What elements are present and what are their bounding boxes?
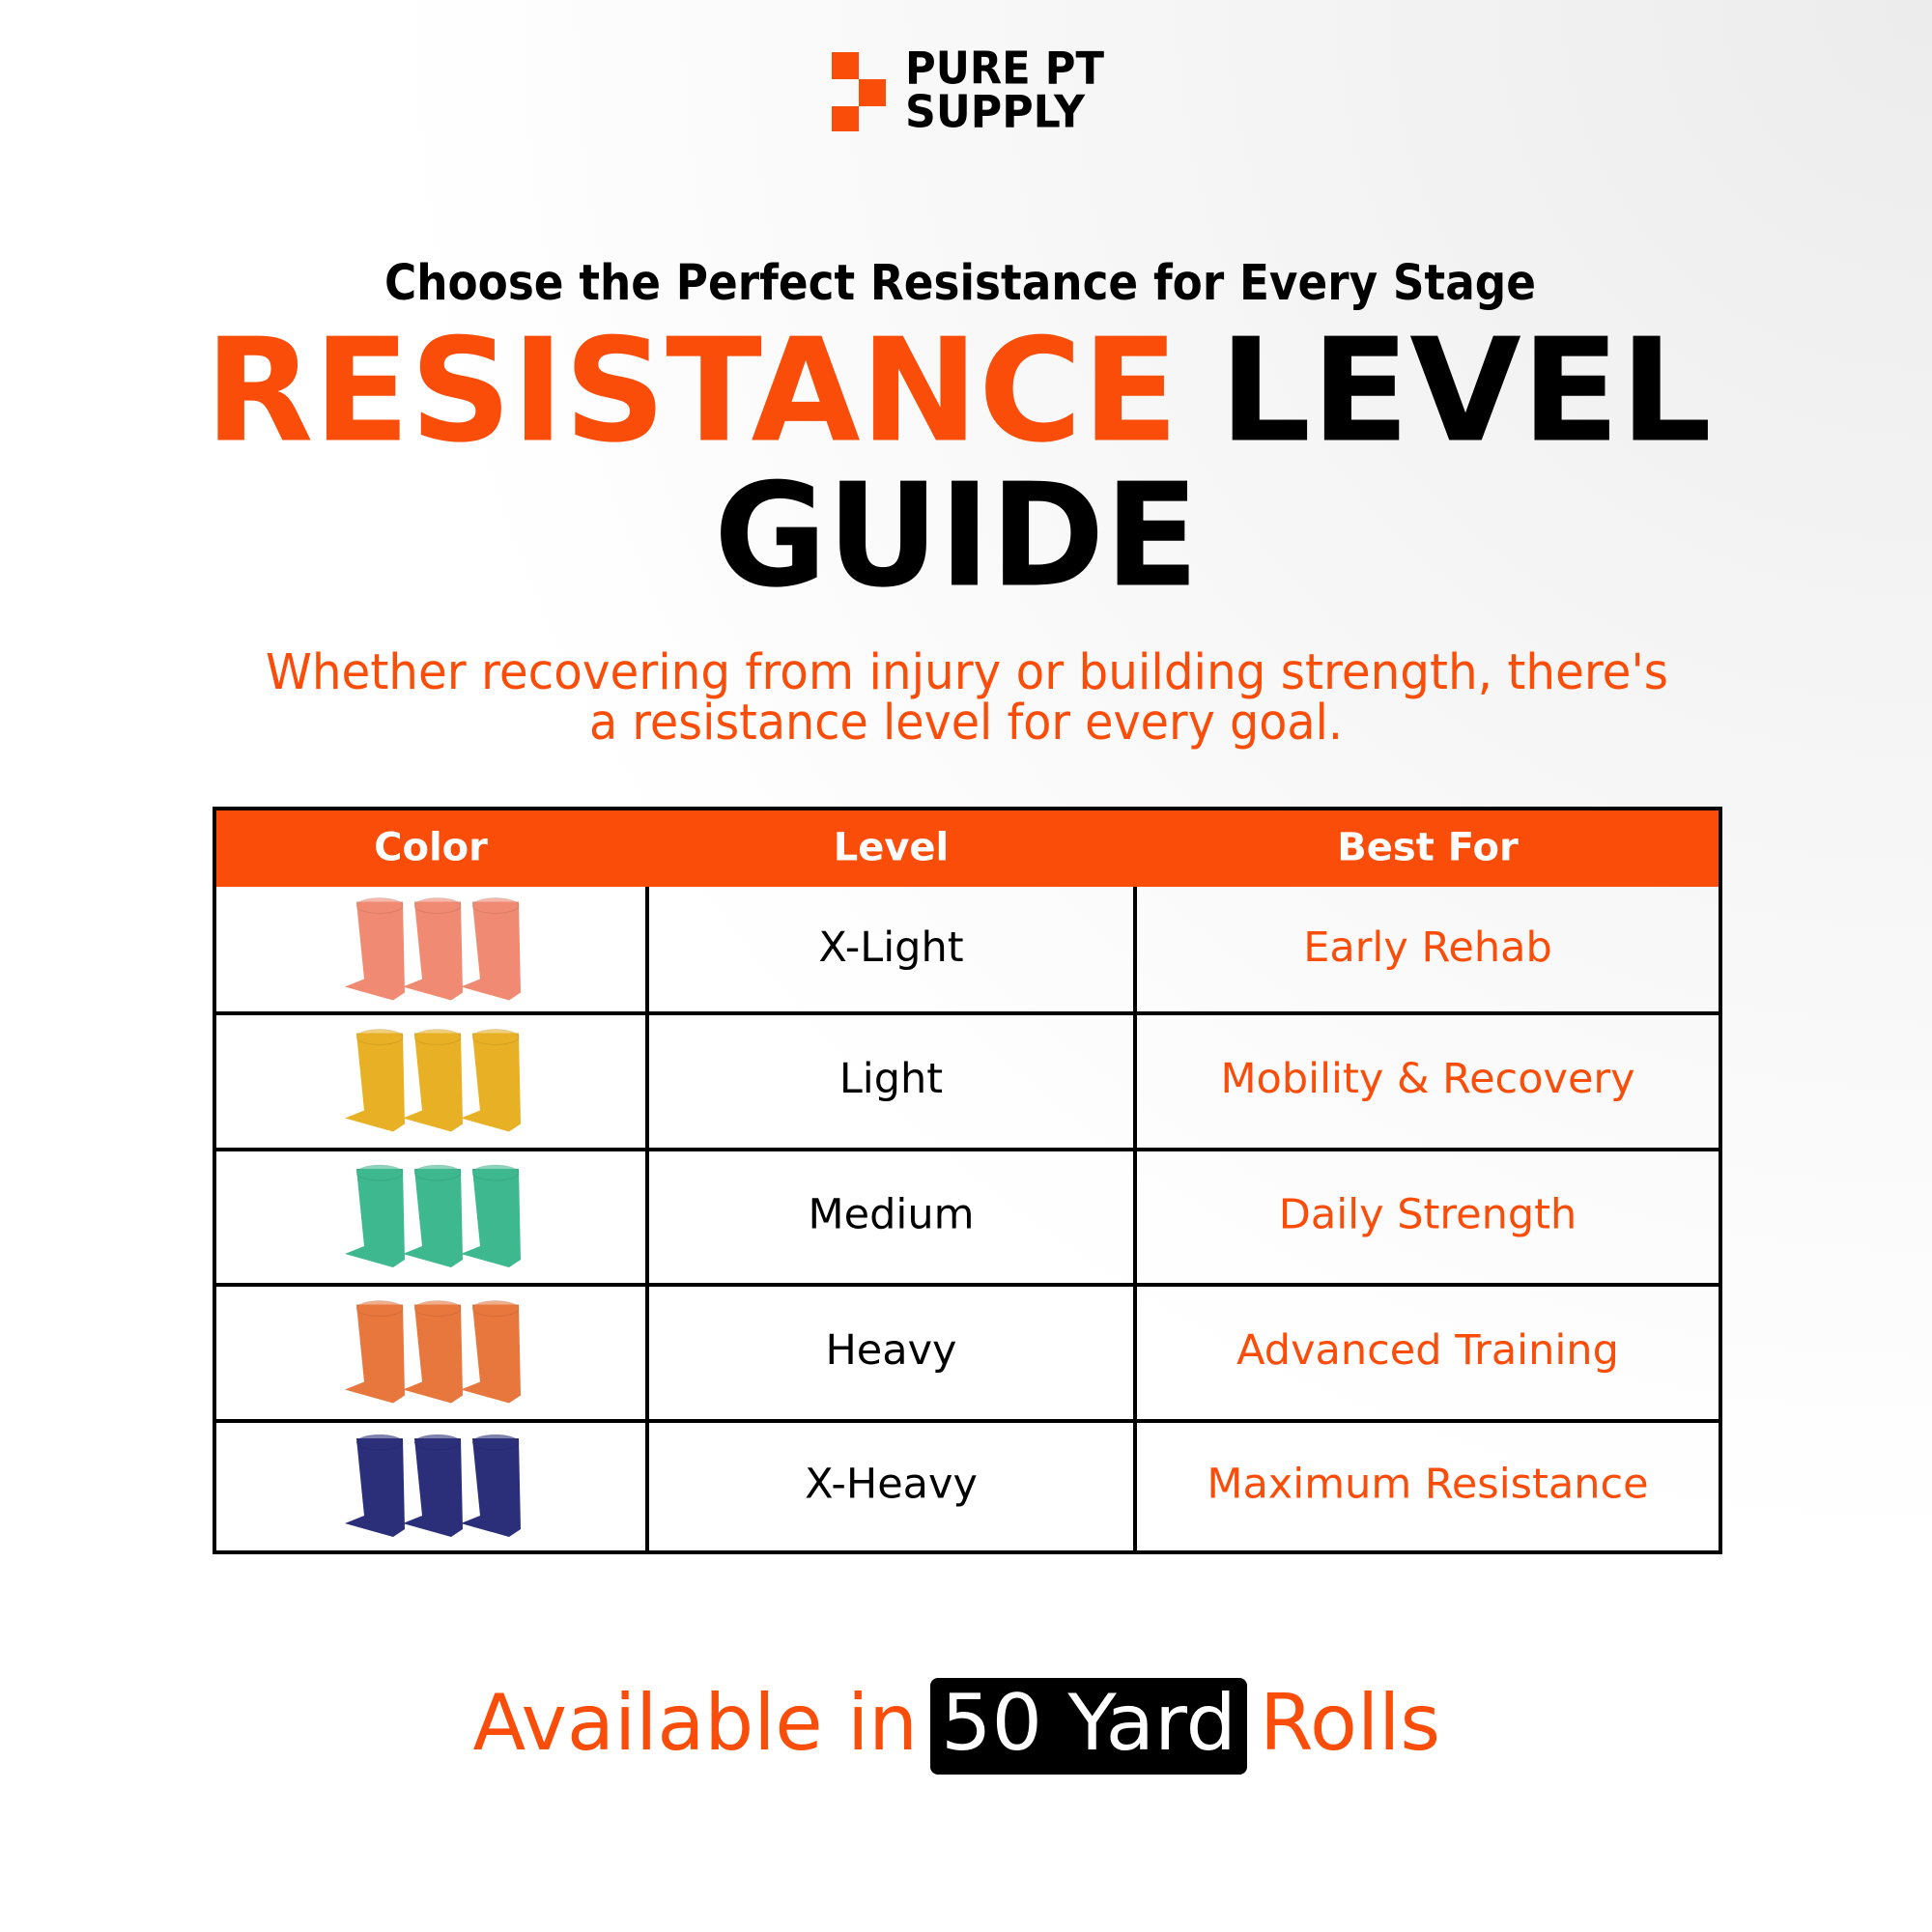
best-for: Early Rehab bbox=[1303, 923, 1552, 972]
band-rolls bbox=[345, 1300, 521, 1404]
band-rolls bbox=[345, 1164, 521, 1267]
description: Whether recovering from injury or buildi… bbox=[266, 644, 1668, 701]
level: Light bbox=[839, 1055, 943, 1103]
best-for: Daily Strength bbox=[1279, 1191, 1577, 1239]
roll-top bbox=[413, 1300, 462, 1317]
band-roll bbox=[345, 901, 405, 1001]
roll-top bbox=[471, 897, 520, 914]
level: X-Light bbox=[818, 923, 963, 972]
title-line2: GUIDE bbox=[714, 453, 1199, 619]
roll-top bbox=[355, 1029, 404, 1045]
roll-top bbox=[471, 1164, 520, 1181]
roll-top bbox=[471, 1300, 520, 1317]
subtitle: Choose the Perfect Resistance for Every … bbox=[384, 255, 1536, 312]
logo: PURE PT SUPPLY bbox=[832, 43, 1105, 138]
band-rolls bbox=[345, 1029, 521, 1132]
footer-suffix: Rolls bbox=[1260, 1678, 1440, 1768]
band-roll bbox=[403, 1304, 463, 1404]
footer-badge bbox=[930, 1678, 1247, 1775]
title-highlight: RESISTANCE bbox=[205, 308, 1179, 474]
roll-top bbox=[355, 1434, 404, 1451]
column-header: Level bbox=[834, 826, 950, 870]
band-roll bbox=[403, 1033, 463, 1132]
band-roll bbox=[345, 1304, 405, 1404]
table-border bbox=[213, 807, 1722, 1554]
roll-top bbox=[413, 1164, 462, 1181]
band-roll bbox=[461, 1304, 521, 1404]
level: Medium bbox=[809, 1191, 975, 1239]
roll-top bbox=[471, 1434, 520, 1451]
roll-top bbox=[413, 1029, 462, 1045]
band-roll bbox=[461, 1033, 521, 1132]
footer: Available in 50 Yard Rolls bbox=[473, 1678, 1440, 1775]
band-roll bbox=[403, 1169, 463, 1267]
band-rolls bbox=[345, 897, 521, 1001]
table: Color Level Best For X-Light Early Rehab Ligh… bbox=[213, 807, 1722, 1554]
band-roll bbox=[461, 1169, 521, 1267]
brand-line: PURE PT bbox=[905, 43, 1105, 95]
band-roll bbox=[461, 901, 521, 1001]
level: Heavy bbox=[825, 1326, 956, 1375]
roll-top bbox=[355, 1300, 404, 1317]
title-rest: LEVEL bbox=[1219, 308, 1712, 474]
best-for: Mobility & Recovery bbox=[1220, 1055, 1634, 1103]
footer-highlight: 50 Yard bbox=[941, 1678, 1236, 1768]
band-roll bbox=[345, 1033, 405, 1132]
description: a resistance level for every goal. bbox=[589, 695, 1343, 752]
roll-top bbox=[355, 897, 404, 914]
level: X-Heavy bbox=[805, 1461, 978, 1509]
roll-top bbox=[471, 1029, 520, 1045]
roll-top bbox=[355, 1164, 404, 1181]
roll-top bbox=[413, 1434, 462, 1451]
table-header bbox=[214, 809, 1720, 887]
best-for: Maximum Resistance bbox=[1207, 1461, 1648, 1509]
footer-prefix: Available in bbox=[473, 1678, 918, 1768]
band-roll bbox=[403, 1438, 463, 1537]
best-for: Advanced Training bbox=[1236, 1326, 1619, 1375]
band-roll bbox=[345, 1438, 405, 1537]
band-roll bbox=[403, 901, 463, 1001]
band-rolls bbox=[345, 1434, 521, 1537]
column-header: Best For bbox=[1337, 826, 1519, 870]
column-header: Color bbox=[374, 826, 488, 870]
roll-top bbox=[413, 897, 462, 914]
band-roll bbox=[345, 1169, 405, 1267]
brand-line: SUPPLY bbox=[905, 86, 1086, 138]
band-roll bbox=[461, 1438, 521, 1537]
